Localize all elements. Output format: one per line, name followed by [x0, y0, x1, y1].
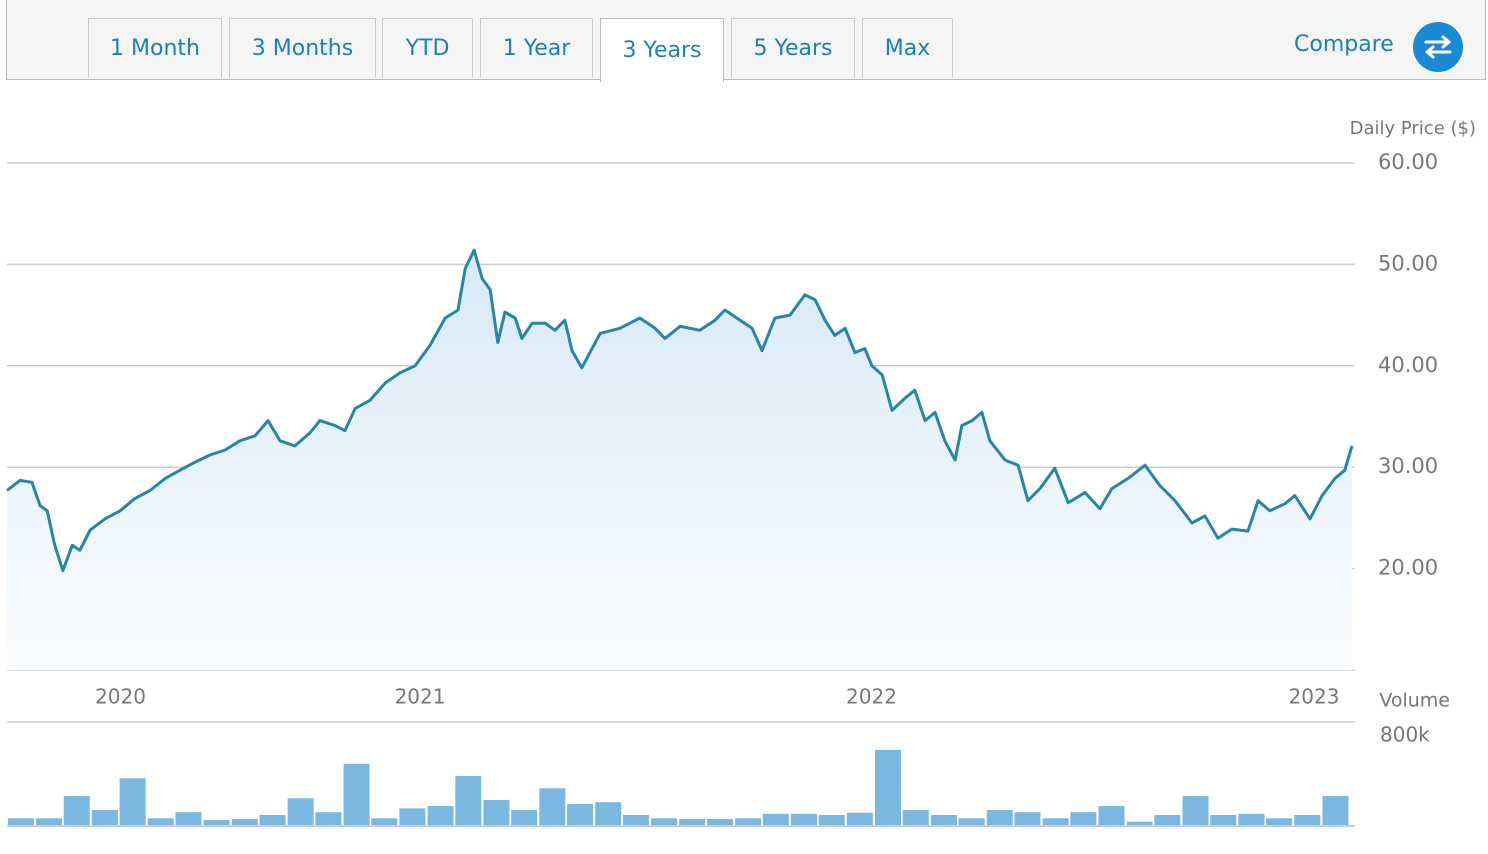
- y-tick-label: 800k: [1380, 723, 1430, 747]
- volume-bar: [1070, 812, 1097, 825]
- volume-bar: [1042, 818, 1069, 825]
- range-tab[interactable]: YTD: [382, 18, 473, 78]
- volume-bar: [1014, 812, 1041, 825]
- volume-bar: [1322, 796, 1349, 825]
- volume-bar: [902, 809, 929, 825]
- volume-bar: [1182, 796, 1209, 825]
- compare-link[interactable]: Compare: [1294, 32, 1394, 57]
- volume-bar: [622, 814, 649, 825]
- volume-bar: [958, 818, 985, 825]
- volume-bar: [679, 818, 706, 825]
- range-tab[interactable]: 1 Month: [88, 18, 222, 78]
- volume-bar: [427, 806, 454, 825]
- y-tick-label: 50.00: [1378, 251, 1438, 275]
- y-tick-label: 30.00: [1378, 454, 1438, 478]
- area-fill: [7, 250, 1352, 670]
- volume-bar: [1098, 806, 1125, 825]
- y-tick-label: 40.00: [1378, 353, 1438, 377]
- compare-icon[interactable]: [1412, 21, 1464, 73]
- volume-bar: [343, 763, 370, 825]
- volume-bar: [875, 749, 902, 825]
- volume-bar: [119, 778, 146, 825]
- y-tick-label: 60.00: [1378, 150, 1438, 174]
- volume-bar: [818, 814, 845, 825]
- range-tab[interactable]: 1 Year: [480, 18, 593, 78]
- volume-bar: [483, 799, 510, 825]
- range-tab[interactable]: 3 Years: [600, 18, 724, 82]
- volume-bar: [511, 809, 538, 825]
- volume-bar: [371, 818, 398, 825]
- y-axis-label: Volume: [1379, 690, 1450, 712]
- volume-bar: [175, 812, 202, 825]
- volume-bar: [1126, 821, 1153, 825]
- volume-bar: [203, 819, 230, 825]
- volume-bar: [1238, 813, 1265, 825]
- volume-bar: [1154, 814, 1181, 825]
- volume-bar: [455, 776, 482, 825]
- volume-bar: [7, 818, 34, 825]
- volume-bar: [399, 808, 426, 825]
- y-tick-label: 20.00: [1378, 556, 1438, 580]
- volume-bar: [735, 818, 762, 825]
- range-tab[interactable]: 3 Months: [229, 18, 376, 78]
- volume-bar: [36, 818, 63, 825]
- x-tick-label: 2022: [846, 685, 897, 709]
- volume-bar: [231, 818, 258, 825]
- volume-bar: [287, 798, 314, 825]
- x-tick-label: 2023: [1289, 685, 1340, 709]
- price-line: [6, 248, 1354, 573]
- x-tick-label: 2020: [95, 685, 146, 709]
- volume-bar: [595, 802, 622, 825]
- volume-bar: [539, 788, 566, 825]
- volume-bar: [259, 814, 286, 825]
- volume-bar: [315, 812, 342, 825]
- volume-bar: [930, 814, 957, 825]
- volume-bar: [651, 818, 678, 825]
- volume-bar: [1210, 814, 1237, 825]
- volume-bar: [706, 818, 733, 825]
- volume-bar: [986, 809, 1013, 825]
- volume-bar: [762, 813, 789, 825]
- range-tab[interactable]: 5 Years: [731, 18, 855, 78]
- volume-bar: [91, 809, 118, 825]
- volume-bar: [846, 812, 873, 825]
- range-tab[interactable]: Max: [862, 18, 953, 78]
- volume-bar: [790, 813, 817, 825]
- x-tick-label: 2021: [395, 685, 446, 709]
- y-axis-label: Daily Price ($): [1350, 118, 1476, 139]
- volume-bar: [1294, 814, 1321, 825]
- volume-bar: [1266, 818, 1293, 825]
- volume-bar: [567, 803, 594, 825]
- volume-bar: [147, 818, 174, 825]
- volume-bar: [63, 796, 90, 825]
